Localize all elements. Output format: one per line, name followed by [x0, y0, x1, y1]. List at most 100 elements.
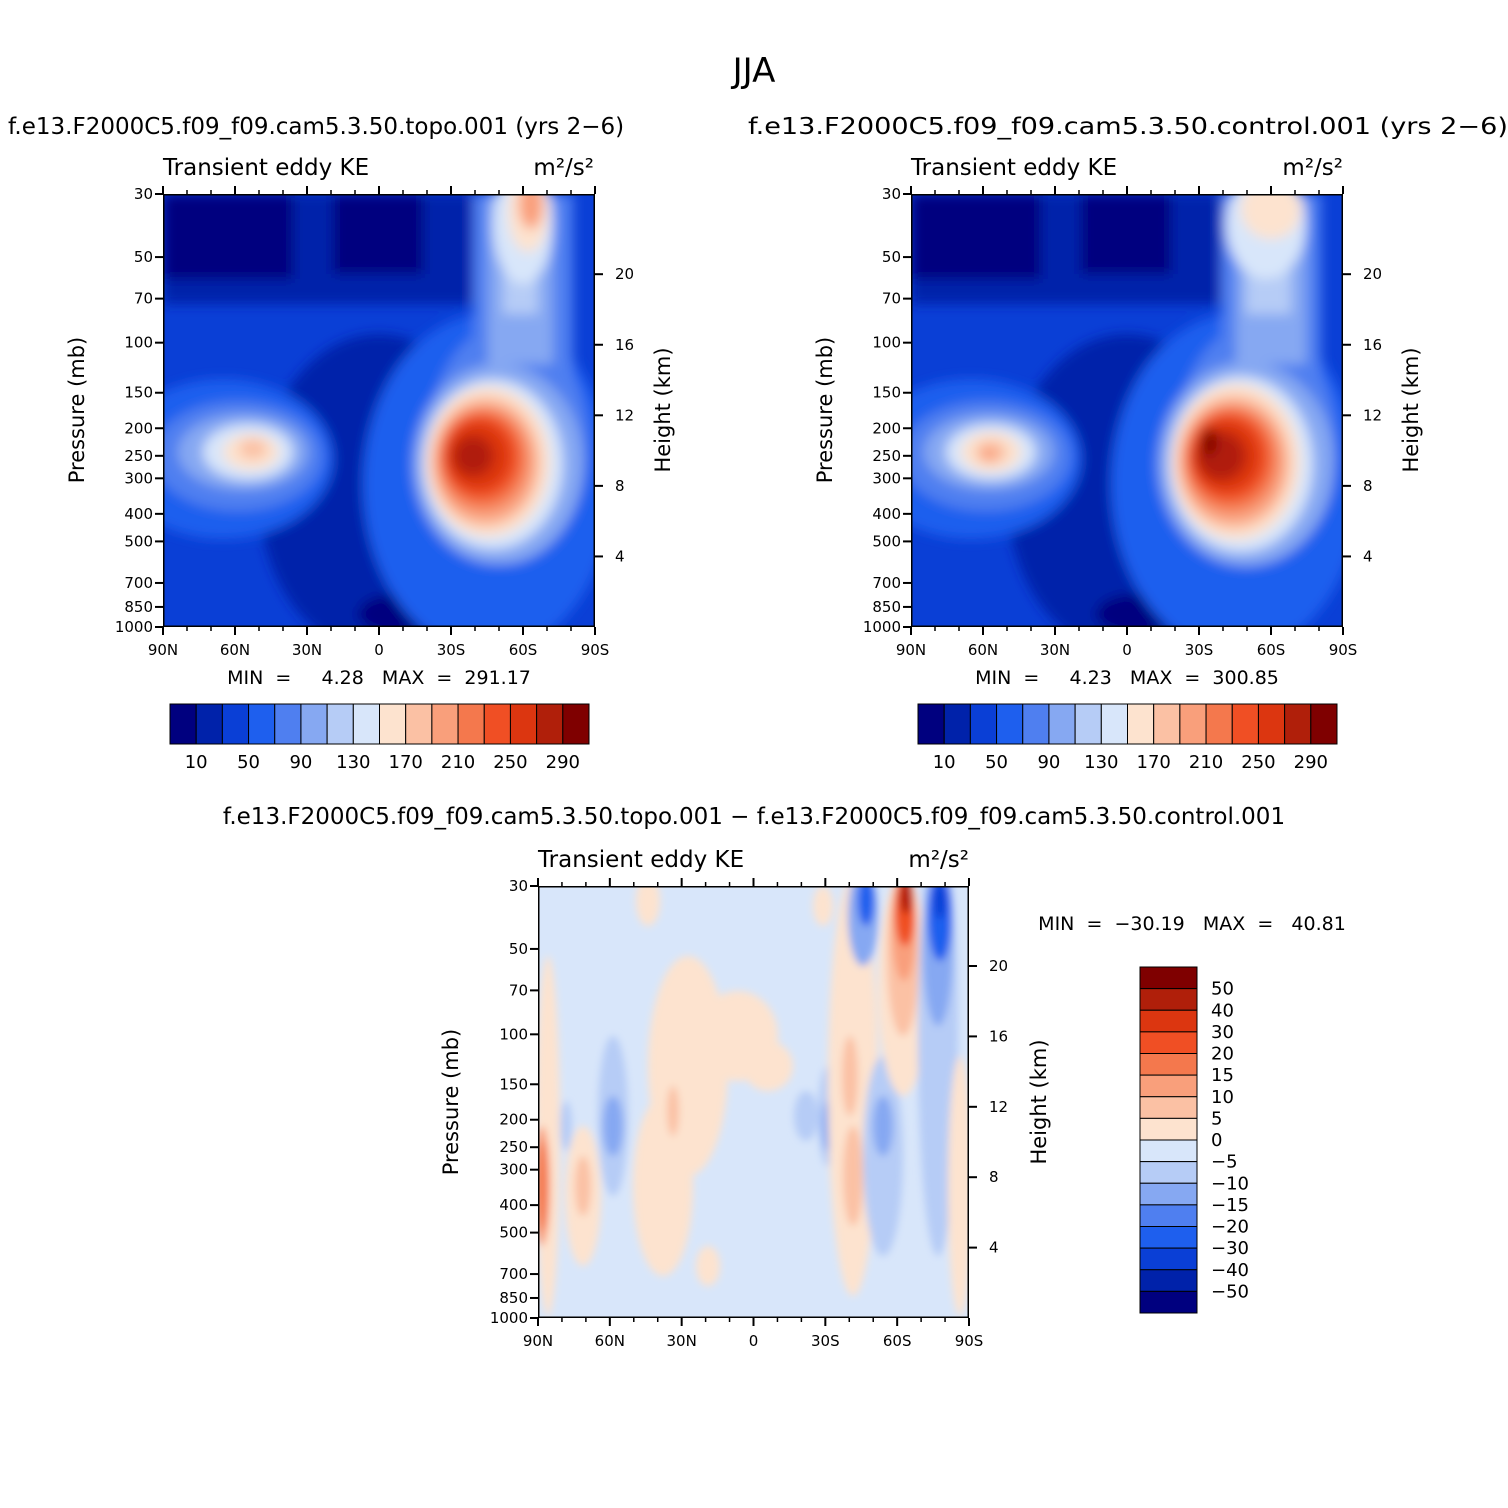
colorbar-box — [352, 703, 380, 745]
y-tick-label: 70 — [882, 290, 901, 308]
units-label: m²/s² — [533, 155, 594, 181]
x-tick-label: 60S — [509, 641, 538, 659]
contour-plot — [538, 886, 969, 1318]
x-tick-label: 0 — [749, 1332, 759, 1350]
x-tick-label: 90S — [955, 1332, 984, 1350]
y-tick-label: 1000 — [863, 618, 901, 636]
colorbar-box — [1139, 1269, 1198, 1292]
colorbar-box — [431, 703, 459, 745]
y-tick-label: 50 — [882, 248, 901, 266]
colorbar-box — [405, 703, 433, 745]
colorbar-box — [943, 703, 971, 745]
colorbar-box — [457, 703, 485, 745]
colorbar-box — [195, 703, 223, 745]
colorbar-box — [379, 703, 407, 745]
contour-plot — [911, 194, 1343, 627]
colorbar-box — [483, 703, 511, 745]
y-tick-label: 850 — [872, 598, 901, 616]
contour-fill — [911, 194, 1343, 627]
y-tick-label: 30 — [882, 185, 901, 203]
colorbar-box — [1205, 703, 1233, 745]
y-axis-label: Pressure (mb) — [439, 1029, 463, 1176]
colorbar-box — [1100, 703, 1128, 745]
colorbar-box — [1139, 1204, 1198, 1227]
x-tick-label: 0 — [374, 641, 384, 659]
colorbar-label: −30 — [1211, 1238, 1249, 1259]
colorbar-label: −40 — [1211, 1260, 1249, 1281]
colorbar-label: 10 — [185, 752, 208, 773]
y-tick-label: 100 — [124, 334, 153, 352]
colorbar-box — [1139, 1096, 1198, 1119]
colorbar-label: 40 — [1211, 1000, 1234, 1021]
colorbar-box — [536, 703, 564, 745]
x-tick-label: 60N — [595, 1332, 625, 1350]
y-tick-label: 500 — [499, 1224, 528, 1242]
y2-tick-label: 20 — [615, 265, 634, 283]
colorbar-label: 30 — [1211, 1022, 1234, 1043]
colorbar-box — [996, 703, 1024, 745]
colorbar-topo: 10 50 90 130 170 210 250 290 — [169, 703, 590, 773]
colorbar-label: 130 — [1084, 752, 1118, 773]
y2-tick-label: 8 — [989, 1168, 999, 1186]
colorbar-box — [1257, 703, 1286, 745]
y-tick-label: 700 — [499, 1265, 528, 1283]
x-tick-label: 30N — [292, 641, 322, 659]
colorbar-label: −20 — [1211, 1217, 1249, 1238]
colorbar-label: 15 — [1211, 1065, 1234, 1086]
colorbar-box — [1153, 703, 1181, 745]
y-tick-label: 400 — [124, 505, 153, 523]
colorbar-label: 5 — [1211, 1108, 1222, 1129]
colorbar-label: 90 — [289, 752, 312, 773]
colorbar-box — [1139, 1182, 1198, 1206]
colorbar-label: 290 — [546, 752, 580, 773]
colorbar-label: 50 — [985, 752, 1008, 773]
contour-plot — [163, 194, 595, 627]
colorbar-box — [1139, 1117, 1198, 1141]
y2-tick-label: 12 — [1363, 406, 1382, 424]
y-tick-label: 70 — [509, 981, 528, 999]
x-tick-label: 30S — [1185, 641, 1214, 659]
colorbar-box — [1074, 703, 1102, 745]
colorbar-box — [169, 703, 197, 745]
y-tick-label: 500 — [124, 532, 153, 550]
colorbar-box — [1139, 1074, 1198, 1098]
y-tick-label: 70 — [134, 290, 153, 308]
y-tick-label: 100 — [499, 1025, 528, 1043]
figure-suptitle: JJA — [731, 51, 776, 91]
colorbar-label: 250 — [1241, 752, 1275, 773]
colorbar-box — [300, 703, 328, 745]
colorbar-box — [1139, 1247, 1198, 1271]
axes-topo: 305070100150200250300400500700850100090N… — [115, 185, 634, 659]
panel-title: f.e13.F2000C5.f09_f09.cam5.3.50.control.… — [748, 114, 1508, 140]
y-tick-label: 300 — [499, 1161, 528, 1179]
colorbar-box — [1139, 966, 1198, 990]
colorbar-label: 90 — [1037, 752, 1060, 773]
panel-difference: f.e13.F2000C5.f09_f09.cam5.3.50.topo.001… — [223, 804, 1346, 1350]
field-label: Transient eddy KE — [162, 155, 369, 181]
contour-fill — [538, 886, 969, 1316]
colorbar-label: 130 — [336, 752, 370, 773]
colorbar-box — [1139, 1139, 1198, 1163]
x-tick-label: 30S — [437, 641, 466, 659]
x-tick-label: 90S — [581, 641, 610, 659]
panel-title: f.e13.F2000C5.f09_f09.cam5.3.50.topo.001… — [8, 114, 624, 140]
y-tick-label: 150 — [872, 384, 901, 402]
y-tick-label: 30 — [134, 185, 153, 203]
colorbar-label: 0 — [1211, 1130, 1222, 1151]
field-label: Transient eddy KE — [910, 155, 1117, 181]
y-axis-label: Pressure (mb) — [65, 337, 89, 484]
y-tick-label: 100 — [872, 334, 901, 352]
colorbar-label: 250 — [493, 752, 527, 773]
y-tick-label: 150 — [499, 1075, 528, 1093]
colorbar-box — [1284, 703, 1312, 745]
y2-tick-label: 12 — [989, 1098, 1008, 1116]
y-tick-label: 300 — [872, 469, 901, 487]
x-tick-label: 90S — [1329, 641, 1358, 659]
colorbar-box — [509, 703, 538, 745]
units-label: m²/s² — [1282, 155, 1343, 181]
y-tick-label: 250 — [499, 1138, 528, 1156]
colorbar-box — [1139, 988, 1198, 1011]
colorbar-box — [1139, 1161, 1198, 1184]
